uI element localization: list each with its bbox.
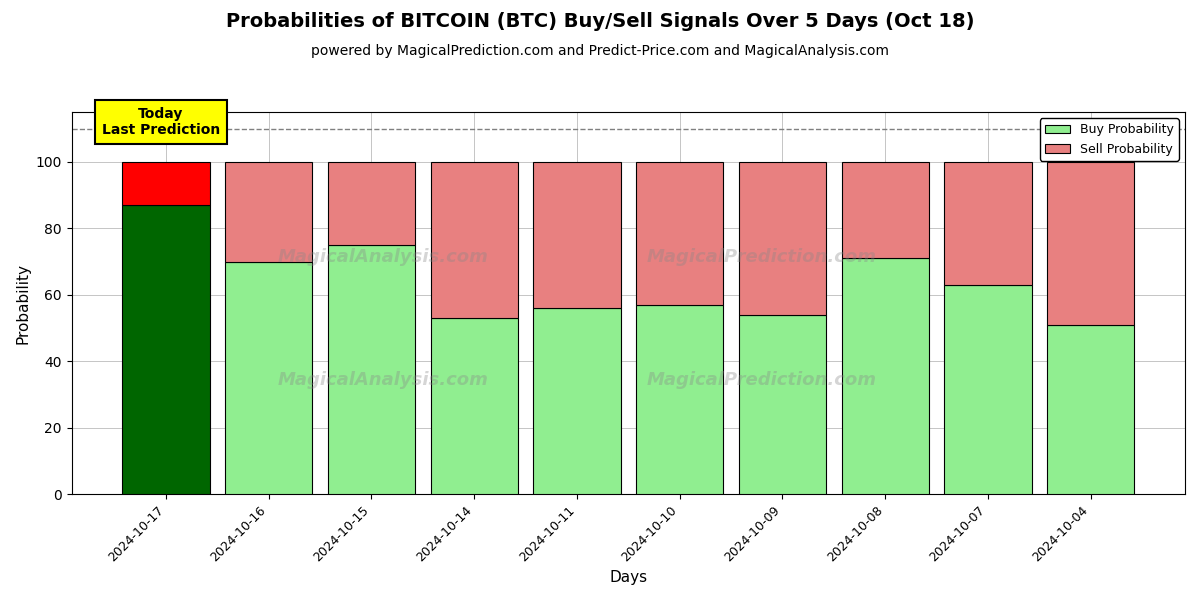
Bar bbox=[739, 315, 826, 494]
Text: MagicalPrediction.com: MagicalPrediction.com bbox=[647, 248, 877, 266]
Text: MagicalAnalysis.com: MagicalAnalysis.com bbox=[278, 371, 488, 389]
Text: MagicalPrediction.com: MagicalPrediction.com bbox=[647, 371, 877, 389]
Text: Probabilities of BITCOIN (BTC) Buy/Sell Signals Over 5 Days (Oct 18): Probabilities of BITCOIN (BTC) Buy/Sell … bbox=[226, 12, 974, 31]
X-axis label: Days: Days bbox=[610, 570, 647, 585]
Bar bbox=[636, 162, 724, 305]
Bar bbox=[944, 285, 1032, 494]
Bar bbox=[431, 318, 518, 494]
Bar bbox=[841, 162, 929, 258]
Text: powered by MagicalPrediction.com and Predict-Price.com and MagicalAnalysis.com: powered by MagicalPrediction.com and Pre… bbox=[311, 44, 889, 58]
Text: Today
Last Prediction: Today Last Prediction bbox=[102, 107, 220, 137]
Bar bbox=[328, 245, 415, 494]
Bar bbox=[944, 162, 1032, 285]
Bar bbox=[841, 258, 929, 494]
Legend: Buy Probability, Sell Probability: Buy Probability, Sell Probability bbox=[1040, 118, 1178, 161]
Bar bbox=[122, 205, 210, 494]
Bar bbox=[533, 162, 620, 308]
Bar bbox=[636, 305, 724, 494]
Bar bbox=[1048, 325, 1134, 494]
Text: MagicalAnalysis.com: MagicalAnalysis.com bbox=[278, 248, 488, 266]
Y-axis label: Probability: Probability bbox=[16, 263, 30, 344]
Bar bbox=[533, 308, 620, 494]
Bar bbox=[226, 162, 312, 262]
Bar bbox=[739, 162, 826, 315]
Bar bbox=[226, 262, 312, 494]
Bar bbox=[1048, 162, 1134, 325]
Bar bbox=[431, 162, 518, 318]
Bar bbox=[328, 162, 415, 245]
Bar bbox=[122, 162, 210, 205]
